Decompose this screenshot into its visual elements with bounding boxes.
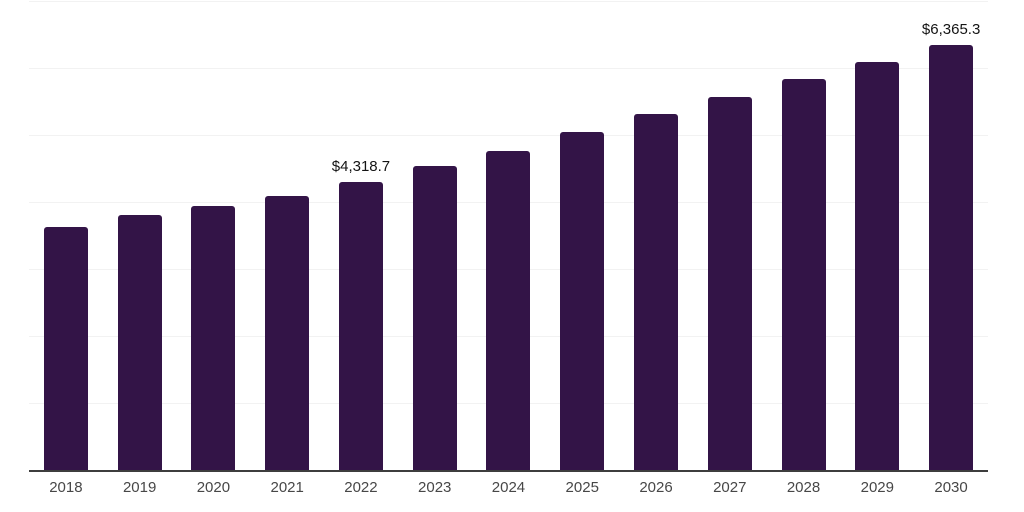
bar-group [29,2,988,471]
gridline-7000 [29,1,988,2]
x-tick-label-2026: 2026 [639,479,673,496]
bar-slot-2021 [250,2,324,471]
bar-slot-2020 [177,2,251,471]
value-label-2022: $4,318.7 [331,157,391,175]
bar-2027 [707,97,752,471]
x-tick-label-2024: 2024 [491,479,526,496]
x-axis-tick-labels: 2018 2019 2020 2021 2022 2023 2024 2025 2026 2027… [29,480,988,496]
x-tick-label-2025: 2025 [565,479,599,496]
bar-2025 [560,132,605,471]
bar-2024 [486,151,531,471]
bar-2018 [43,227,88,471]
bar-2028 [781,78,826,471]
bar-2019 [117,214,162,471]
x-tick-label-2022: 2022 [344,479,378,496]
bar-slot-2026 [619,2,693,471]
x-tick-label-2027: 2027 [713,479,747,496]
bar-slot-2019 [103,2,177,471]
gridline-6000 [29,68,988,69]
bar-slot-2022 [324,2,398,471]
x-tick-label-2023: 2023 [418,479,452,496]
x-tick-label-2028: 2028 [786,479,821,496]
bar-2029 [855,61,900,471]
bar-2021 [265,195,310,471]
bar-slot-2025 [545,2,619,471]
x-tick-label-2019: 2019 [122,479,157,496]
bar-slot-2027 [693,2,767,471]
plot-area: $4,318.7 $6,365.3 [29,1,988,472]
x-tick-label-2018: 2018 [49,479,83,496]
bar-slot-2028 [767,2,841,471]
bar-slot-2030 [914,2,988,471]
bar-2020 [191,206,236,471]
bar-slot-2018 [29,2,103,471]
bar-2023 [412,165,457,471]
bar-slot-2023 [398,2,472,471]
x-tick-label-2029: 2029 [860,479,894,496]
x-tick-label-2021: 2021 [270,479,304,496]
bar-slot-2024 [472,2,546,471]
x-axis-line [29,470,988,472]
x-tick-label-2020: 2020 [196,479,231,496]
bar-slot-2029 [840,2,914,471]
bar-2026 [634,114,678,471]
x-tick-label-2030: 2030 [934,479,968,496]
value-label-2030: $6,365.3 [921,20,981,38]
bar-2030 [929,44,974,471]
bar-2022 [338,181,383,471]
gridline-5000 [29,135,988,136]
